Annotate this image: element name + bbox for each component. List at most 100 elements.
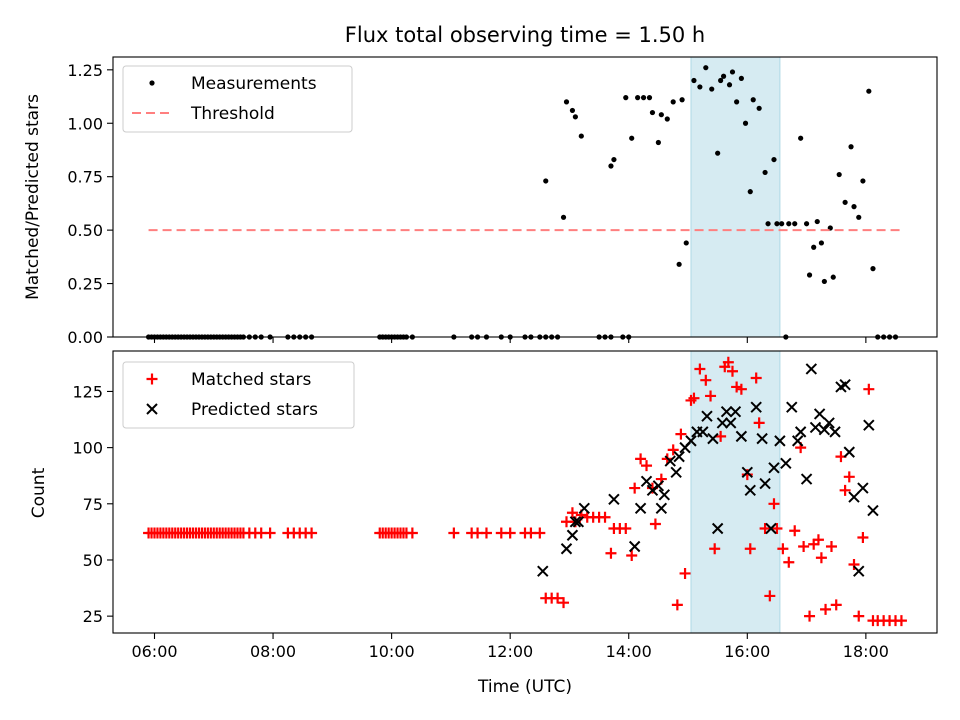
data-point <box>705 390 717 402</box>
highlight-span <box>690 56 781 338</box>
legend-swatch <box>146 403 158 415</box>
chart-title: Flux total observing time = 1.50 h <box>345 23 705 47</box>
x-tick-label: 12:00 <box>487 642 533 661</box>
data-point <box>658 489 671 501</box>
x-tick-label: 08:00 <box>250 642 296 661</box>
data-point <box>798 540 810 552</box>
data-point <box>697 84 703 90</box>
data-point <box>629 135 635 141</box>
data-point <box>853 610 865 622</box>
data-point <box>792 221 798 227</box>
data-point <box>857 482 869 494</box>
y-tick-label: 75 <box>83 495 103 514</box>
data-point <box>709 543 721 555</box>
data-point <box>558 597 570 609</box>
x-tick-label: 06:00 <box>131 642 177 661</box>
axes-frame <box>112 56 938 338</box>
data-point <box>809 421 822 434</box>
data-point <box>753 417 765 429</box>
data-point <box>626 549 638 561</box>
data-point <box>605 547 617 559</box>
data-point <box>768 462 780 474</box>
top-y-axis-label: Matched/Predicted stars <box>23 94 43 300</box>
data-point <box>830 599 842 611</box>
data-point <box>815 552 827 564</box>
data-point <box>720 73 727 79</box>
data-point <box>569 516 582 528</box>
data-point <box>780 457 792 470</box>
data-point <box>628 540 641 553</box>
data-point <box>779 221 785 227</box>
data-point <box>744 543 756 555</box>
data-point <box>652 480 665 492</box>
data-point <box>756 432 768 445</box>
data-point <box>786 401 798 413</box>
data-point <box>814 218 820 225</box>
legend-swatch <box>149 80 155 86</box>
legend-box <box>122 361 355 429</box>
data-point <box>765 221 771 227</box>
data-point <box>839 378 851 391</box>
data-point <box>856 214 862 220</box>
data-point <box>634 502 647 514</box>
data-point <box>649 518 661 530</box>
data-point <box>670 466 682 479</box>
data-point <box>853 565 865 577</box>
data-point <box>671 599 683 611</box>
data-point <box>735 383 747 395</box>
data-point <box>664 455 676 467</box>
data-point <box>641 460 653 472</box>
y-tick-label: 100 <box>72 439 103 458</box>
data-point <box>578 502 590 514</box>
data-point <box>750 97 756 103</box>
legend: Matched stars Predicted stars <box>122 361 355 429</box>
data-point <box>794 426 807 438</box>
data-point <box>448 527 460 539</box>
data-point <box>572 114 578 120</box>
data-point <box>768 498 780 510</box>
data-point <box>635 95 641 101</box>
data-point <box>715 430 727 442</box>
bottom-y-axis-label: Count <box>29 467 49 518</box>
data-point <box>771 523 783 535</box>
data-point <box>764 590 776 602</box>
data-point <box>560 214 567 220</box>
data-point <box>867 504 879 517</box>
data-point <box>820 603 832 615</box>
data-point <box>863 419 875 431</box>
data-point <box>738 75 744 81</box>
data-point <box>534 527 546 539</box>
data-point <box>741 469 753 481</box>
data-point <box>700 374 712 386</box>
data-point <box>718 77 724 84</box>
data-point <box>673 450 685 463</box>
data-point <box>830 274 836 280</box>
data-point <box>640 95 647 101</box>
data-point <box>860 178 866 184</box>
data-point <box>848 144 854 150</box>
data-point <box>683 240 689 246</box>
data-point <box>623 95 629 101</box>
data-point <box>715 150 721 156</box>
data-point <box>843 446 855 458</box>
data-point <box>691 77 697 84</box>
data-point <box>750 401 762 413</box>
data-point <box>783 556 795 568</box>
data-point <box>813 408 826 420</box>
data-point <box>805 363 818 375</box>
data-point <box>759 477 771 490</box>
data-point <box>726 365 738 377</box>
data-point <box>543 178 549 184</box>
legend-swatch <box>146 373 158 385</box>
data-point <box>635 453 647 465</box>
data-point <box>646 95 653 101</box>
data-point <box>608 163 614 169</box>
data-point <box>504 527 516 539</box>
data-point <box>697 426 709 438</box>
data-point <box>747 189 753 195</box>
y-tick-label: 0.25 <box>67 275 103 294</box>
data-point <box>818 423 831 436</box>
data-point <box>735 430 748 443</box>
data-point <box>569 107 576 114</box>
data-point <box>711 522 724 535</box>
